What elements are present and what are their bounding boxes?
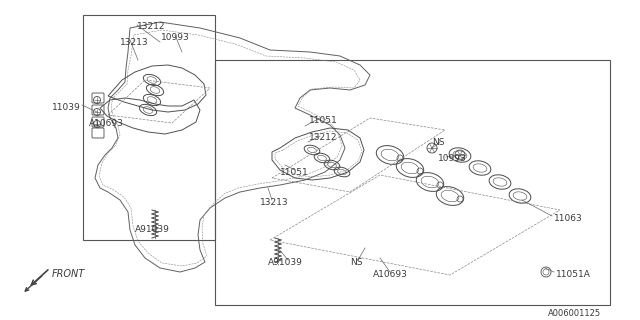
Text: 10993: 10993: [161, 33, 189, 42]
Text: A91039: A91039: [135, 225, 170, 234]
Text: A10693: A10693: [373, 270, 408, 279]
Text: 11063: 11063: [554, 214, 583, 223]
Text: A006001125: A006001125: [548, 309, 601, 318]
Text: 11051: 11051: [280, 168, 308, 177]
Text: 10993: 10993: [438, 154, 467, 163]
Text: 11039: 11039: [52, 103, 81, 112]
Text: 13212: 13212: [137, 22, 166, 31]
Text: 13212: 13212: [309, 133, 337, 142]
Text: 13213: 13213: [260, 198, 289, 207]
Text: NS: NS: [432, 138, 445, 147]
Text: 13213: 13213: [120, 38, 148, 47]
Text: FRONT: FRONT: [52, 269, 85, 279]
Text: A10693: A10693: [89, 119, 124, 128]
Text: 11051: 11051: [309, 116, 338, 125]
Text: 11051A: 11051A: [556, 270, 591, 279]
Text: A91039: A91039: [268, 258, 303, 267]
Text: NS: NS: [350, 258, 362, 267]
